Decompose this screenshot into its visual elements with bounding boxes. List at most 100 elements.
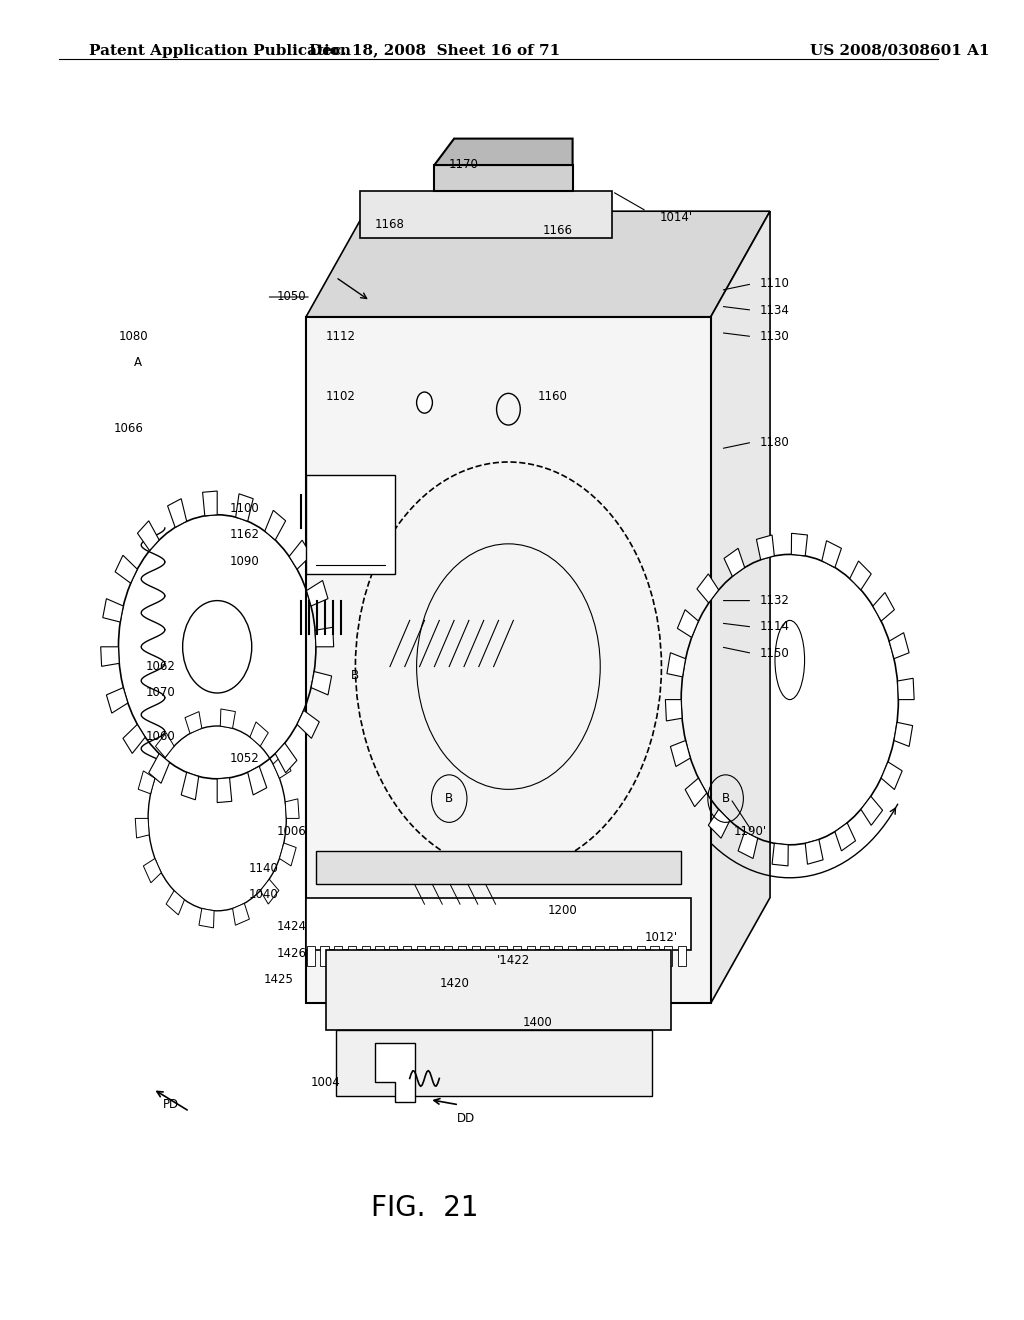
Polygon shape: [757, 535, 774, 560]
Text: DD: DD: [457, 1111, 475, 1125]
Text: A: A: [134, 356, 142, 370]
Text: 1166: 1166: [543, 224, 572, 238]
Polygon shape: [306, 581, 328, 606]
Bar: [321, 946, 329, 966]
Polygon shape: [297, 710, 319, 738]
Text: 1420: 1420: [439, 977, 469, 990]
Bar: [336, 1030, 651, 1096]
Polygon shape: [106, 688, 128, 713]
Polygon shape: [137, 521, 159, 550]
Polygon shape: [102, 599, 123, 622]
Text: B: B: [722, 792, 730, 805]
Polygon shape: [678, 610, 698, 638]
Text: 1062: 1062: [146, 660, 176, 673]
Text: PD: PD: [163, 1098, 179, 1111]
Text: US 2008/0308601 A1: US 2008/0308601 A1: [810, 44, 989, 58]
Text: FIG.  21: FIG. 21: [371, 1193, 478, 1222]
Bar: [458, 946, 466, 966]
Polygon shape: [894, 722, 912, 746]
Text: 1102: 1102: [326, 389, 355, 403]
Polygon shape: [100, 647, 119, 667]
Text: B: B: [445, 792, 454, 805]
Polygon shape: [260, 879, 279, 904]
Text: '1422: '1422: [497, 954, 530, 968]
Text: 1162: 1162: [229, 528, 260, 541]
Polygon shape: [666, 700, 682, 721]
Polygon shape: [135, 818, 150, 838]
Text: 1130: 1130: [760, 330, 790, 343]
Polygon shape: [143, 858, 162, 883]
Text: 1060: 1060: [146, 730, 176, 743]
Polygon shape: [306, 317, 711, 1003]
Text: 1168: 1168: [375, 218, 404, 231]
Text: 1014': 1014': [659, 211, 693, 224]
Text: 1132: 1132: [760, 594, 790, 607]
Bar: [307, 946, 315, 966]
Text: 1070: 1070: [146, 686, 176, 700]
Bar: [389, 946, 397, 966]
Polygon shape: [724, 548, 744, 577]
Text: 1160: 1160: [538, 389, 567, 403]
Polygon shape: [248, 766, 267, 795]
Text: 1006: 1006: [276, 825, 306, 838]
Text: 1012': 1012': [645, 931, 678, 944]
Text: 1140: 1140: [249, 862, 279, 875]
Polygon shape: [360, 191, 612, 238]
Bar: [582, 946, 590, 966]
Text: 1424: 1424: [276, 920, 306, 933]
Text: Dec. 18, 2008  Sheet 16 of 71: Dec. 18, 2008 Sheet 16 of 71: [309, 44, 560, 58]
Polygon shape: [166, 891, 184, 915]
Polygon shape: [199, 908, 214, 928]
Polygon shape: [138, 771, 155, 793]
Text: 1100: 1100: [230, 502, 260, 515]
Bar: [513, 946, 521, 966]
Bar: [623, 946, 631, 966]
Text: 1112: 1112: [326, 330, 355, 343]
Bar: [554, 946, 562, 966]
Polygon shape: [667, 653, 686, 677]
Polygon shape: [434, 165, 572, 191]
Polygon shape: [434, 139, 572, 165]
Circle shape: [417, 392, 432, 413]
Bar: [316, 851, 681, 884]
Text: 1004: 1004: [311, 1076, 341, 1089]
Text: 1200: 1200: [548, 904, 578, 917]
Polygon shape: [181, 772, 199, 800]
Bar: [326, 950, 672, 1030]
Bar: [472, 946, 480, 966]
Polygon shape: [236, 494, 253, 521]
Text: Patent Application Publication: Patent Application Publication: [89, 44, 351, 58]
Bar: [500, 946, 508, 966]
Polygon shape: [738, 832, 758, 858]
Text: 1040: 1040: [249, 888, 279, 902]
Bar: [541, 946, 549, 966]
Polygon shape: [897, 678, 914, 700]
Polygon shape: [123, 725, 145, 754]
Text: 1400: 1400: [523, 1016, 553, 1030]
Polygon shape: [217, 777, 231, 803]
Polygon shape: [156, 733, 174, 758]
Polygon shape: [286, 799, 299, 818]
Bar: [678, 946, 686, 966]
Polygon shape: [311, 672, 332, 694]
Text: 1190': 1190': [734, 825, 767, 838]
Polygon shape: [232, 903, 250, 925]
Polygon shape: [280, 843, 296, 866]
Polygon shape: [115, 556, 137, 583]
Polygon shape: [850, 561, 871, 590]
Polygon shape: [375, 1043, 415, 1102]
Text: 1180: 1180: [760, 436, 790, 449]
Bar: [444, 946, 453, 966]
Bar: [650, 946, 658, 966]
Bar: [665, 946, 673, 966]
Bar: [306, 475, 395, 574]
Bar: [609, 946, 617, 966]
Polygon shape: [275, 743, 297, 772]
Polygon shape: [792, 533, 808, 556]
Text: B: B: [351, 669, 359, 682]
Text: 1090: 1090: [230, 554, 260, 568]
Polygon shape: [306, 211, 770, 317]
Polygon shape: [220, 709, 236, 729]
Bar: [526, 946, 535, 966]
Polygon shape: [872, 593, 894, 622]
